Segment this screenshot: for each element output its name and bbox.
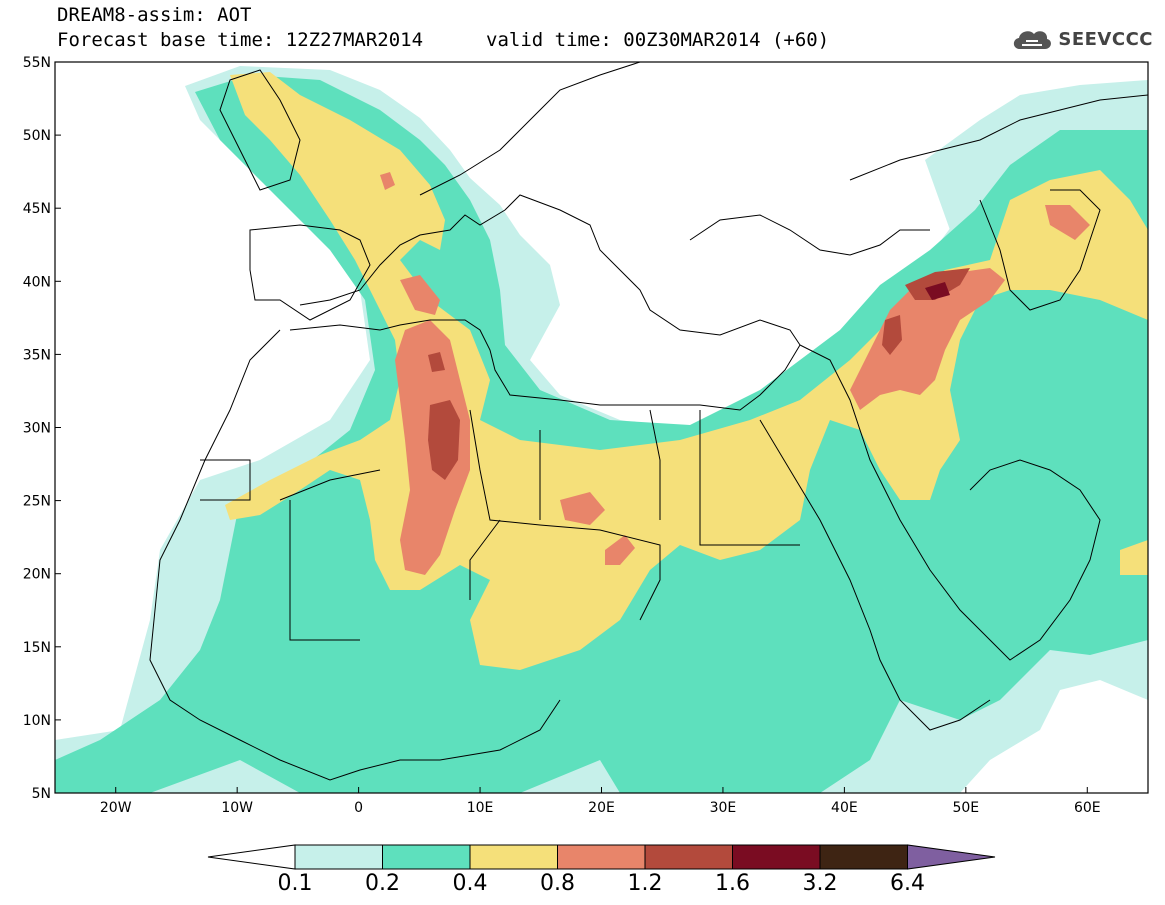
lat-tick-label: 50N [23,128,51,144]
lon-tick-label: 50E [952,800,979,816]
colorbar-label: 0.1 [278,871,313,896]
colorbar-label: 1.6 [715,871,750,896]
valid-time: valid time: 00Z30MAR2014 (+60) [486,29,830,51]
lat-tick-label: 35N [23,347,51,363]
colorbar-label: 0.2 [365,871,400,896]
colorbar: 0.1 0.2 0.4 0.8 1.2 1.6 3.2 6.4 [207,844,996,896]
lat-tick-label: 55N [23,55,51,71]
aot-level-0.2 [55,75,1148,793]
seevccc-logo: SEEVCCC [1010,24,1153,54]
colorbar-swatch [557,844,646,870]
colorbar-swatch [294,844,383,870]
lat-tick-label: 40N [23,274,51,290]
cloud-icon [1014,31,1052,49]
colorbar-swatch [644,844,733,870]
colorbar-swatch [382,844,471,870]
colorbar-label: 6.4 [890,871,925,896]
lon-tick-label: 30E [710,800,737,816]
lon-tick-label: 60E [1074,800,1101,816]
lat-tick-label: 10N [23,713,51,729]
colorbar-under-arrow [207,844,296,870]
map-title: DREAM8-assim: AOT [57,4,252,26]
aot-level-1.6 [925,282,950,300]
lon-tick-label: 20W [100,800,132,816]
lat-tick-label: 15N [23,640,51,656]
lon-tick-label: 10E [467,800,494,816]
coastlines [149,62,1148,781]
lat-tick-label: 25N [23,494,51,510]
lon-tick-label: 40E [831,800,858,816]
colorbar-label: 0.8 [540,871,575,896]
aot-level-1.2 [428,268,970,480]
forecast-base-time: Forecast base time: 12Z27MAR2014 [57,29,424,51]
lat-tick-label: 45N [23,201,51,217]
logo-text: SEEVCCC [1058,28,1153,50]
colorbar-swatch [469,844,558,870]
lon-tick-label: 0 [354,800,363,816]
aot-field [55,62,1148,793]
colorbar-label: 3.2 [803,871,838,896]
colorbar-label: 0.4 [453,871,488,896]
lat-tick-label: 30N [23,421,51,437]
latitude-axis: 5N 10N 15N 20N 25N 30N 35N 40N 45N 50N 55N [23,55,61,802]
longitude-axis: 20W 10W 0 10E 20E 30E 40E 50E 60E [100,787,1101,816]
colorbar-label: 1.2 [628,871,663,896]
colorbar-swatch [732,844,821,870]
lon-tick-label: 10W [221,800,253,816]
aot-level-0.4 [225,72,1148,670]
lat-tick-label: 20N [23,567,51,583]
lat-tick-label: 5N [32,786,51,802]
colorbar-swatch [819,844,908,870]
lon-tick-label: 20E [588,800,615,816]
colorbar-over-arrow [907,844,996,870]
